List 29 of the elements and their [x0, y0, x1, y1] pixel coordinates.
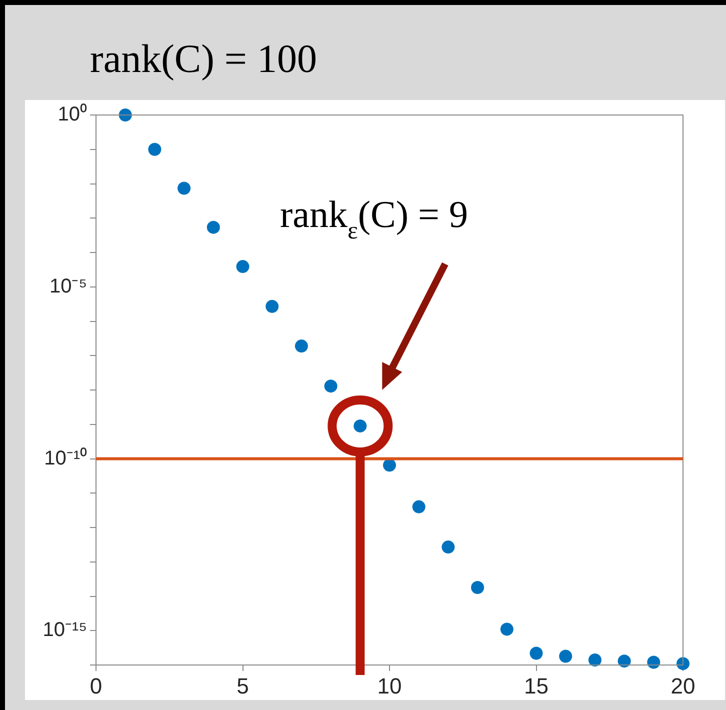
point [324, 380, 338, 393]
point [471, 580, 484, 594]
point [618, 654, 631, 668]
chart-title: rank(C) = 100 [90, 35, 317, 82]
x-tick-label: 10 [377, 673, 402, 698]
y-tick-label: 10⁻¹⁰ [44, 446, 87, 470]
y-tick-label: 10⁻⁵ [49, 275, 87, 298]
point [294, 340, 308, 353]
point [442, 540, 455, 554]
x-tick-label: 0 [90, 673, 102, 698]
point [500, 622, 514, 636]
y-tick-label: 10⁻¹⁵ [42, 619, 87, 642]
point [412, 500, 426, 514]
point [148, 142, 162, 156]
point [383, 458, 396, 472]
point [647, 656, 660, 669]
point [266, 300, 279, 313]
point [206, 220, 220, 234]
x-tick-label: 15 [524, 673, 548, 698]
point [530, 646, 543, 660]
y-tick-label: 10⁰ [58, 102, 87, 126]
point [236, 260, 250, 274]
point [588, 653, 602, 666]
point [676, 657, 690, 670]
point [559, 650, 572, 663]
x-tick-label: 20 [670, 673, 696, 698]
point [178, 182, 191, 195]
x-tick-label: 5 [236, 673, 249, 698]
point [118, 108, 132, 122]
